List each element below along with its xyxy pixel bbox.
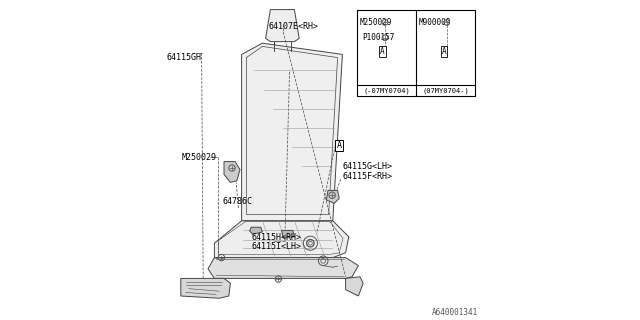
- Text: A: A: [380, 47, 385, 56]
- Polygon shape: [346, 277, 364, 296]
- Text: M250029: M250029: [360, 18, 392, 27]
- Text: A640001341: A640001341: [432, 308, 479, 317]
- Polygon shape: [326, 190, 339, 203]
- Polygon shape: [181, 278, 230, 298]
- Text: (07MY0704-): (07MY0704-): [422, 87, 469, 94]
- Polygon shape: [242, 43, 342, 221]
- Text: 64115I<LH>: 64115I<LH>: [251, 242, 301, 251]
- Polygon shape: [208, 258, 358, 278]
- Polygon shape: [266, 10, 300, 42]
- Bar: [357, 10, 476, 96]
- Text: 64115F<RH>: 64115F<RH>: [342, 172, 392, 181]
- Text: 64786C: 64786C: [223, 197, 252, 206]
- Text: A: A: [442, 47, 447, 56]
- Text: (-07MY0704): (-07MY0704): [363, 87, 410, 94]
- Text: M900009: M900009: [419, 18, 451, 27]
- Polygon shape: [224, 162, 240, 182]
- Text: M250029: M250029: [182, 153, 217, 162]
- Polygon shape: [250, 227, 262, 234]
- Text: P100157: P100157: [362, 33, 394, 42]
- Text: 64107E<RH>: 64107E<RH>: [269, 22, 319, 31]
- Text: 64115GH: 64115GH: [166, 53, 202, 62]
- Text: 64115H<RH>: 64115H<RH>: [251, 233, 301, 242]
- Text: 64115G<LH>: 64115G<LH>: [342, 162, 392, 171]
- Polygon shape: [214, 221, 349, 258]
- Text: A: A: [337, 141, 342, 150]
- Polygon shape: [282, 230, 294, 237]
